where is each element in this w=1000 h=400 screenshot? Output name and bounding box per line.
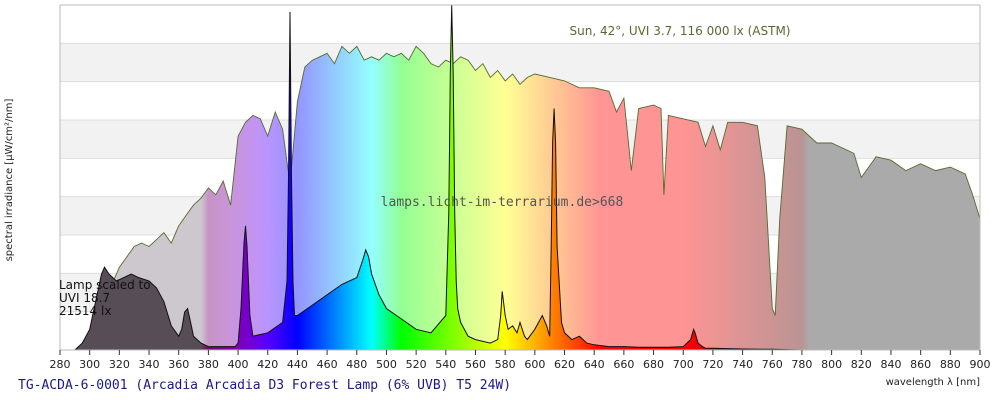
x-tick-label: 780 xyxy=(791,358,812,371)
sun-label: Sun, 42°, UVI 3.7, 116 000 lx (ASTM) xyxy=(570,24,791,38)
x-tick-label: 840 xyxy=(880,358,901,371)
x-tick-label: 880 xyxy=(940,358,961,371)
x-tick-label: 340 xyxy=(139,358,160,371)
x-tick-label: 300 xyxy=(79,358,100,371)
x-tick-label: 760 xyxy=(762,358,783,371)
grid-band xyxy=(60,43,980,82)
x-tick-label: 540 xyxy=(435,358,456,371)
x-tick-label: 680 xyxy=(643,358,664,371)
x-tick-label: 700 xyxy=(673,358,694,371)
x-tick-label: 740 xyxy=(732,358,753,371)
lamp-label-line-1: Lamp scaled to xyxy=(59,278,151,292)
x-tick-label: 640 xyxy=(584,358,605,371)
x-tick-label: 620 xyxy=(554,358,575,371)
y-axis-label: spectral irradiance [µW/cm²/nm] xyxy=(4,98,15,261)
lamp-label-line-3: 21514 lx xyxy=(59,304,111,318)
x-tick-label: 520 xyxy=(406,358,427,371)
series-sun-line xyxy=(74,45,980,350)
x-tick-label: 280 xyxy=(50,358,71,371)
x-tick-label: 360 xyxy=(168,358,189,371)
lamp-label-line-2: UVI 18.7 xyxy=(59,291,110,305)
x-tick-label: 320 xyxy=(109,358,130,371)
x-tick-label: 480 xyxy=(346,358,367,371)
x-tick-label: 800 xyxy=(821,358,842,371)
plot-layer xyxy=(74,5,980,350)
x-tick-label: 400 xyxy=(228,358,249,371)
x-tick-label: 820 xyxy=(851,358,872,371)
x-tick-label: 660 xyxy=(613,358,634,371)
x-axis: 280 300 320 340 360 380 400 420 440 460 480 500 520 5… xyxy=(50,350,991,371)
series-sun-area xyxy=(74,46,980,350)
x-tick-label: 900 xyxy=(970,358,991,371)
x-tick-label: 460 xyxy=(317,358,338,371)
x-tick-label: 440 xyxy=(287,358,308,371)
chart-title: TG-ACDA-6-0001 (Arcadia Arcadia D3 Fores… xyxy=(18,378,511,393)
x-tick-label: 560 xyxy=(465,358,486,371)
series-lamp-line xyxy=(74,5,802,350)
watermark: lamps.licht-im-terrarium.de>668 xyxy=(381,195,624,210)
x-tick-label: 860 xyxy=(910,358,931,371)
x-tick-label: 380 xyxy=(198,358,219,371)
x-tick-label: 600 xyxy=(524,358,545,371)
x-tick-label: 500 xyxy=(376,358,397,371)
x-tick-label: 720 xyxy=(702,358,723,371)
series-lamp-area xyxy=(74,5,802,350)
x-tick-label: 580 xyxy=(495,358,516,371)
plot-frame xyxy=(59,4,981,351)
x-tick-label: 420 xyxy=(257,358,278,371)
x-axis-label: wavelength λ [nm] xyxy=(886,377,981,388)
